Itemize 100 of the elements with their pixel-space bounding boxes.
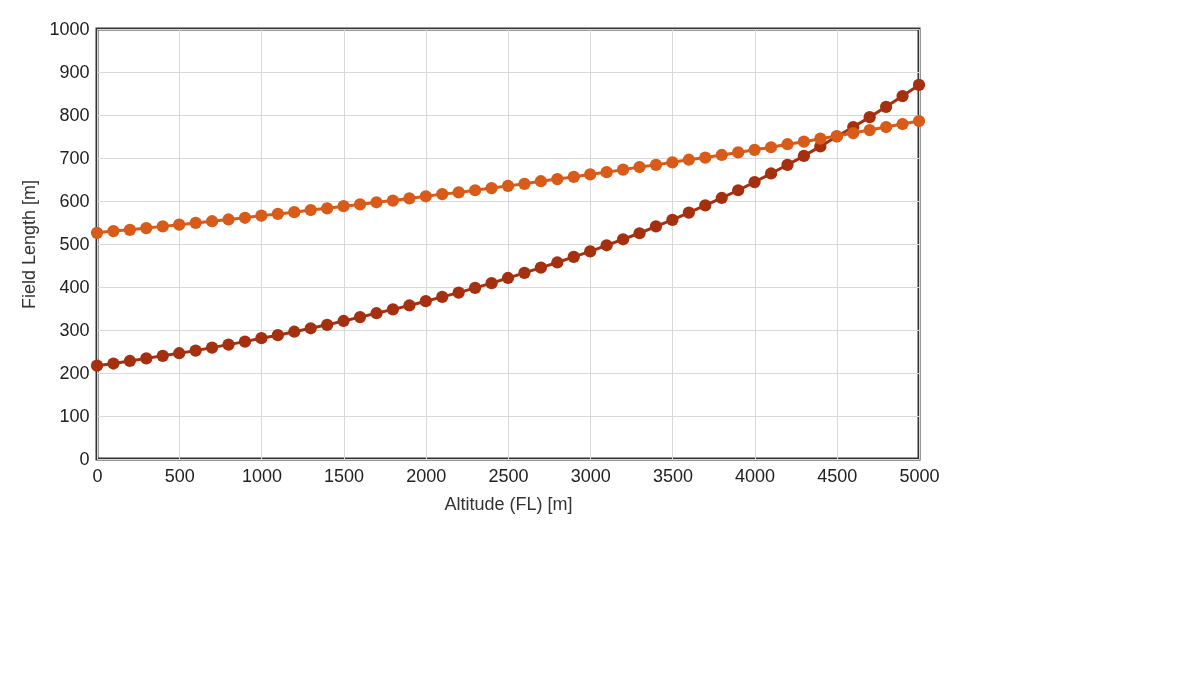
point bbox=[436, 290, 449, 303]
y-tick-label: 100 bbox=[59, 405, 90, 426]
point bbox=[419, 190, 432, 203]
point bbox=[255, 209, 268, 222]
point bbox=[173, 218, 186, 231]
point bbox=[370, 307, 383, 320]
y-tick-label: 600 bbox=[59, 190, 90, 211]
point bbox=[156, 349, 169, 362]
point bbox=[649, 220, 663, 233]
point bbox=[551, 256, 564, 269]
y-tick-label: 200 bbox=[59, 362, 90, 383]
point bbox=[600, 239, 613, 252]
point bbox=[863, 111, 876, 124]
x-tick-label: 1000 bbox=[241, 465, 282, 486]
x-tick-label: 2500 bbox=[488, 465, 529, 486]
point bbox=[715, 191, 728, 205]
x-tick-label: 2000 bbox=[406, 465, 447, 486]
point bbox=[222, 213, 235, 226]
point bbox=[814, 132, 827, 145]
point bbox=[469, 184, 482, 197]
x-axis-title: Altitude (FL) [m] bbox=[444, 493, 573, 514]
x-tick-label: 5000 bbox=[899, 465, 940, 486]
point bbox=[764, 141, 778, 154]
x-tick-label: 3000 bbox=[570, 465, 611, 486]
point bbox=[633, 160, 646, 174]
point bbox=[452, 286, 465, 299]
point bbox=[386, 194, 400, 207]
y-tick-label: 800 bbox=[59, 104, 90, 125]
y-tick-label: 1000 bbox=[49, 18, 90, 39]
point bbox=[797, 149, 811, 162]
point bbox=[567, 250, 580, 264]
y-tick-label: 400 bbox=[59, 276, 90, 297]
point bbox=[880, 120, 893, 134]
point bbox=[321, 202, 334, 215]
point bbox=[123, 223, 136, 236]
point bbox=[797, 135, 811, 148]
point bbox=[600, 166, 613, 179]
point bbox=[370, 196, 383, 209]
y-axis-title: Field Length [m] bbox=[19, 179, 40, 310]
point bbox=[107, 357, 120, 370]
point bbox=[271, 207, 284, 221]
point bbox=[304, 203, 317, 217]
point bbox=[518, 266, 531, 279]
point bbox=[403, 299, 416, 312]
point bbox=[732, 184, 745, 197]
point bbox=[205, 215, 219, 228]
point bbox=[288, 325, 301, 338]
point bbox=[682, 153, 695, 166]
point bbox=[584, 168, 597, 181]
point bbox=[732, 146, 745, 159]
point bbox=[666, 156, 679, 169]
point bbox=[469, 281, 482, 294]
point bbox=[748, 143, 761, 156]
point bbox=[419, 295, 432, 308]
y-tick-label: 0 bbox=[79, 448, 90, 469]
point bbox=[436, 188, 449, 201]
point bbox=[90, 226, 104, 239]
x-tick-label: 4000 bbox=[735, 465, 776, 486]
x-tick-label: 0 bbox=[92, 465, 103, 486]
point bbox=[748, 175, 761, 189]
point bbox=[123, 354, 136, 368]
point bbox=[781, 158, 794, 171]
point bbox=[337, 314, 350, 328]
point bbox=[666, 213, 679, 227]
point bbox=[238, 211, 252, 224]
point bbox=[304, 322, 317, 335]
point bbox=[682, 206, 695, 219]
point bbox=[534, 261, 547, 274]
point bbox=[90, 359, 104, 372]
x-tick-label: 4500 bbox=[817, 465, 858, 486]
point bbox=[699, 151, 712, 164]
point bbox=[222, 338, 235, 351]
point bbox=[452, 186, 465, 199]
point bbox=[567, 170, 580, 184]
point bbox=[386, 303, 400, 316]
point bbox=[534, 175, 547, 188]
point bbox=[485, 277, 498, 290]
point bbox=[518, 177, 531, 190]
point bbox=[140, 352, 153, 365]
point bbox=[403, 192, 416, 205]
point bbox=[353, 310, 367, 324]
point bbox=[189, 216, 202, 230]
point bbox=[584, 245, 597, 258]
point bbox=[173, 347, 186, 360]
point bbox=[616, 233, 630, 246]
point bbox=[896, 117, 909, 131]
y-tick-label: 500 bbox=[59, 233, 90, 254]
point bbox=[896, 89, 909, 103]
point bbox=[156, 220, 169, 233]
point bbox=[140, 221, 153, 235]
y-tick-label: 700 bbox=[59, 147, 90, 168]
point bbox=[321, 318, 334, 331]
point bbox=[485, 181, 498, 195]
point bbox=[633, 227, 646, 240]
point bbox=[880, 100, 893, 113]
point bbox=[501, 271, 515, 285]
point bbox=[715, 148, 728, 162]
point bbox=[205, 341, 219, 354]
point bbox=[912, 78, 926, 92]
point bbox=[649, 158, 663, 171]
